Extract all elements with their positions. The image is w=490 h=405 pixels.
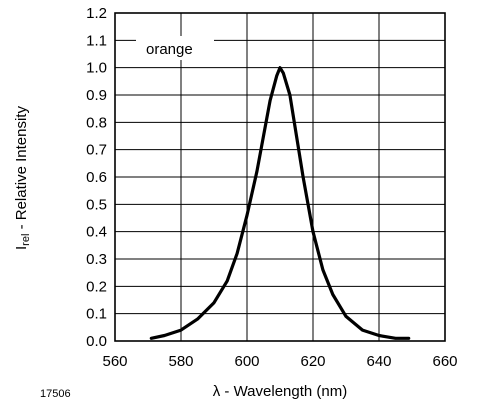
plot-frame (114, 12, 446, 342)
y-axis-label-text: - Relative Intensity (13, 106, 30, 234)
y-tick-label: 1.1 (86, 32, 107, 49)
x-tick-labels: 560 580 600 620 640 660 (102, 353, 457, 370)
legend-label-orange: orange (146, 41, 193, 58)
y-axis-label-subscript: rel (20, 234, 32, 246)
x-tick-label: 620 (300, 353, 325, 370)
y-tick-label: 1.0 (86, 60, 107, 77)
x-tick-label: 640 (366, 353, 391, 370)
y-tick-label: 0.2 (86, 278, 107, 295)
x-tick-label: 580 (168, 353, 193, 370)
x-tick-label: 600 (234, 353, 259, 370)
y-tick-label: 0.7 (86, 142, 107, 159)
legend-box (136, 36, 214, 60)
y-tick-label: 1.2 (86, 5, 107, 22)
y-tick-label: 0.5 (86, 196, 107, 213)
series-line-orange (149, 66, 411, 340)
y-axis-label: Irel - Relative Intensity (13, 106, 32, 250)
y-tick-labels: 0.0 0.1 0.2 0.3 0.4 0.5 0.6 0.7 0.8 0.9 1.0 1.1 1.2 (86, 5, 107, 350)
y-tick-label: 0.9 (86, 87, 107, 104)
y-tick-label: 0.1 (86, 306, 107, 323)
y-axis-label-symbol: I (13, 246, 30, 250)
y-tick-label: 0.6 (86, 169, 107, 186)
figure-id: 17506 (40, 388, 71, 400)
x-axis-label: λ - Wavelength (nm) (213, 383, 347, 400)
y-tick-label: 0.0 (86, 333, 107, 350)
x-tick-label: 660 (432, 353, 457, 370)
y-tick-label: 0.4 (86, 224, 107, 241)
grid (115, 13, 445, 341)
x-tick-label: 560 (102, 353, 127, 370)
curves (149, 66, 411, 340)
y-tick-label: 0.3 (86, 251, 107, 268)
y-tick-label: 0.8 (86, 114, 107, 131)
